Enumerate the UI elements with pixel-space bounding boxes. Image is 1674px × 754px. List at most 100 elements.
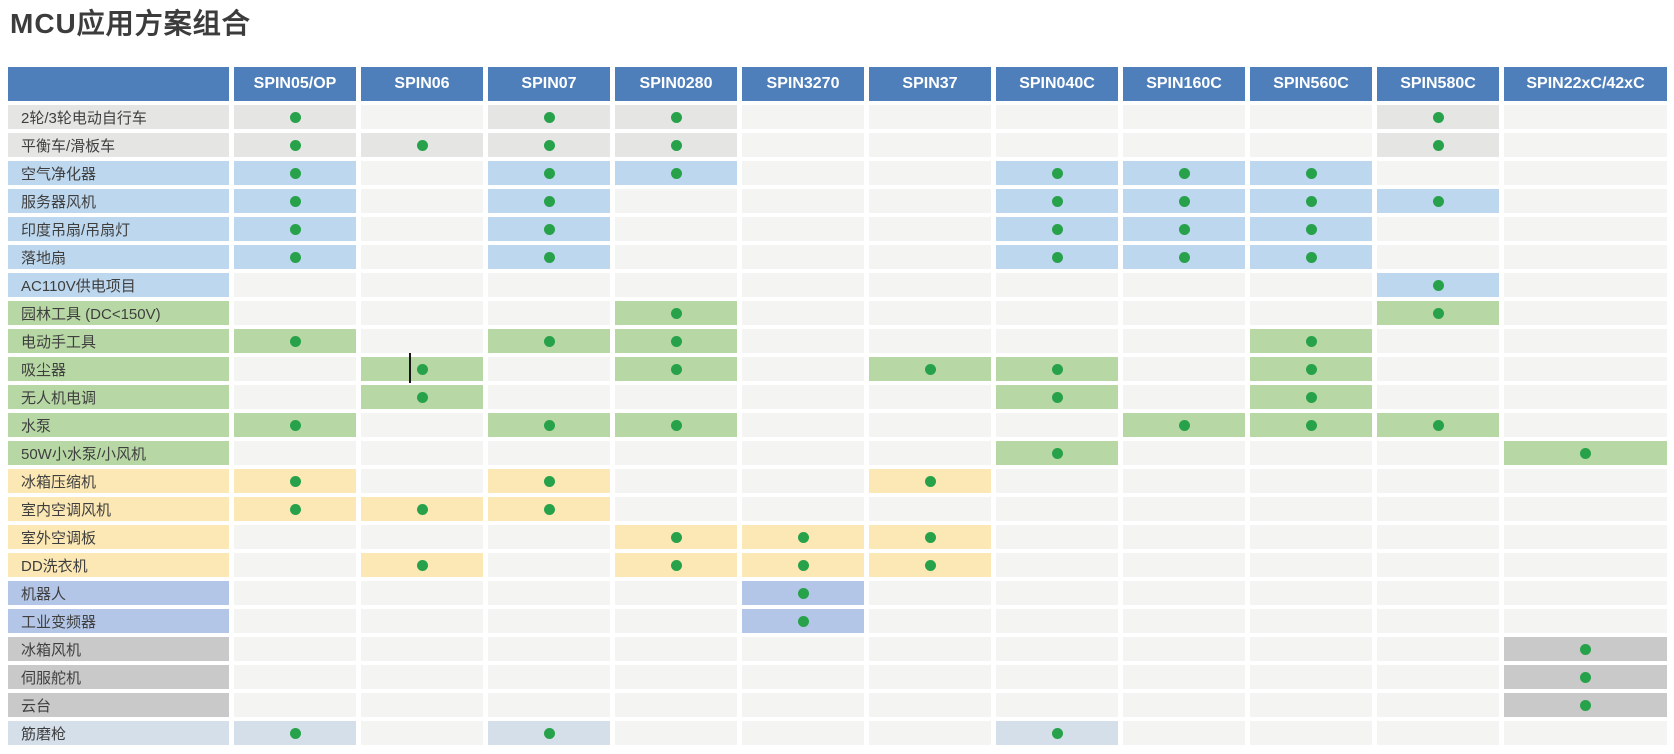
matrix-cell [1504, 721, 1667, 745]
matrix-cell [615, 161, 737, 185]
matrix-cell [1250, 133, 1372, 157]
matrix-cell [1250, 469, 1372, 493]
support-dot-icon [1051, 195, 1063, 207]
column-header-label: SPIN37 [902, 75, 958, 92]
matrix-cell [1123, 441, 1245, 465]
matrix-cell [1250, 161, 1372, 185]
matrix-cell [1123, 329, 1245, 353]
matrix-cell [1250, 637, 1372, 661]
table-row: 机器人 [8, 581, 1667, 609]
matrix-cell [361, 105, 483, 129]
column-header-label: SPIN040C [1019, 75, 1095, 92]
matrix-cell [1504, 469, 1667, 493]
matrix-cell [1504, 161, 1667, 185]
support-dot-icon [543, 419, 555, 431]
matrix-cell [615, 609, 737, 633]
support-dot-icon [670, 559, 682, 571]
support-dot-icon [289, 139, 301, 151]
column-header-label: SPIN06 [394, 75, 450, 92]
matrix-cell [1504, 357, 1667, 381]
matrix-cell [1250, 721, 1372, 745]
matrix-cell [1504, 133, 1667, 157]
row-label: DD洗衣机 [8, 553, 229, 577]
matrix-cell [1123, 161, 1245, 185]
matrix-cell [1250, 525, 1372, 549]
support-dot-icon [1305, 335, 1317, 347]
matrix-cell [1377, 385, 1499, 409]
matrix-cell [869, 161, 991, 185]
support-dot-icon [1305, 195, 1317, 207]
column-header-SPIN040C: SPIN040C [996, 67, 1118, 101]
matrix-cell [615, 189, 737, 213]
matrix-cell [869, 189, 991, 213]
matrix-cell [488, 357, 610, 381]
matrix-cell [488, 133, 610, 157]
matrix-cell [615, 441, 737, 465]
matrix-cell [996, 525, 1118, 549]
matrix-cell [234, 357, 356, 381]
matrix-cell [742, 469, 864, 493]
support-dot-icon [543, 503, 555, 515]
table-row: 印度吊扇/吊扇灯 [8, 217, 1667, 245]
support-dot-icon [1051, 167, 1063, 179]
matrix-cell [488, 189, 610, 213]
matrix-cell [361, 353, 483, 383]
matrix-cell [1504, 217, 1667, 241]
matrix-cell [1123, 609, 1245, 633]
support-dot-icon [289, 475, 301, 487]
column-header-label: SPIN160C [1146, 75, 1222, 92]
support-dot-icon [1580, 671, 1591, 683]
table-row: 电动手工具 [8, 329, 1667, 357]
support-dot-icon [1178, 167, 1190, 179]
matrix-cell [1250, 217, 1372, 241]
table-row: 室外空调板 [8, 525, 1667, 553]
support-dot-icon [416, 363, 428, 375]
support-dot-icon [670, 335, 682, 347]
matrix-cell [615, 273, 737, 297]
matrix-cell [1250, 385, 1372, 409]
matrix-cell [1504, 273, 1667, 297]
support-dot-icon [1178, 251, 1190, 263]
matrix-cell [742, 497, 864, 521]
matrix-cell [234, 721, 356, 745]
matrix-cell [234, 133, 356, 157]
matrix-cell [361, 721, 483, 745]
matrix-cell [488, 273, 610, 297]
matrix-cell [1250, 189, 1372, 213]
matrix-cell [996, 217, 1118, 241]
matrix-cell [615, 665, 737, 689]
matrix-cell [1377, 581, 1499, 605]
support-dot-icon [289, 419, 301, 431]
matrix-cell [234, 301, 356, 325]
support-dot-icon [1305, 419, 1317, 431]
matrix-cell [742, 301, 864, 325]
matrix-cell [1504, 105, 1667, 129]
matrix-cell [1123, 385, 1245, 409]
matrix-cell [1123, 133, 1245, 157]
matrix-cell [1123, 301, 1245, 325]
row-label: 落地扇 [8, 245, 229, 269]
row-label: 冰箱压缩机 [8, 469, 229, 493]
matrix-cell [869, 385, 991, 409]
column-header-SPIN05/OP: SPIN05/OP [234, 67, 356, 101]
matrix-cell [742, 133, 864, 157]
matrix-cell [1250, 105, 1372, 129]
support-dot-icon [416, 503, 428, 515]
matrix-cell [488, 105, 610, 129]
matrix-cell [1377, 133, 1499, 157]
matrix-cell [1250, 693, 1372, 717]
matrix-cell [1250, 357, 1372, 381]
matrix-cell [234, 609, 356, 633]
matrix-cell [615, 133, 737, 157]
matrix-cell [1504, 665, 1667, 689]
matrix-cell [869, 217, 991, 241]
matrix-cell [1250, 301, 1372, 325]
matrix-cell [1123, 721, 1245, 745]
column-header-SPIN22xC/42xC: SPIN22xC/42xC [1504, 67, 1667, 101]
support-dot-icon [543, 167, 555, 179]
support-dot-icon [543, 139, 555, 151]
matrix-cell [1377, 357, 1499, 381]
table-row: 平衡车/滑板车 [8, 133, 1667, 161]
column-header-SPIN07: SPIN07 [488, 67, 610, 101]
support-dot-icon [289, 251, 301, 263]
